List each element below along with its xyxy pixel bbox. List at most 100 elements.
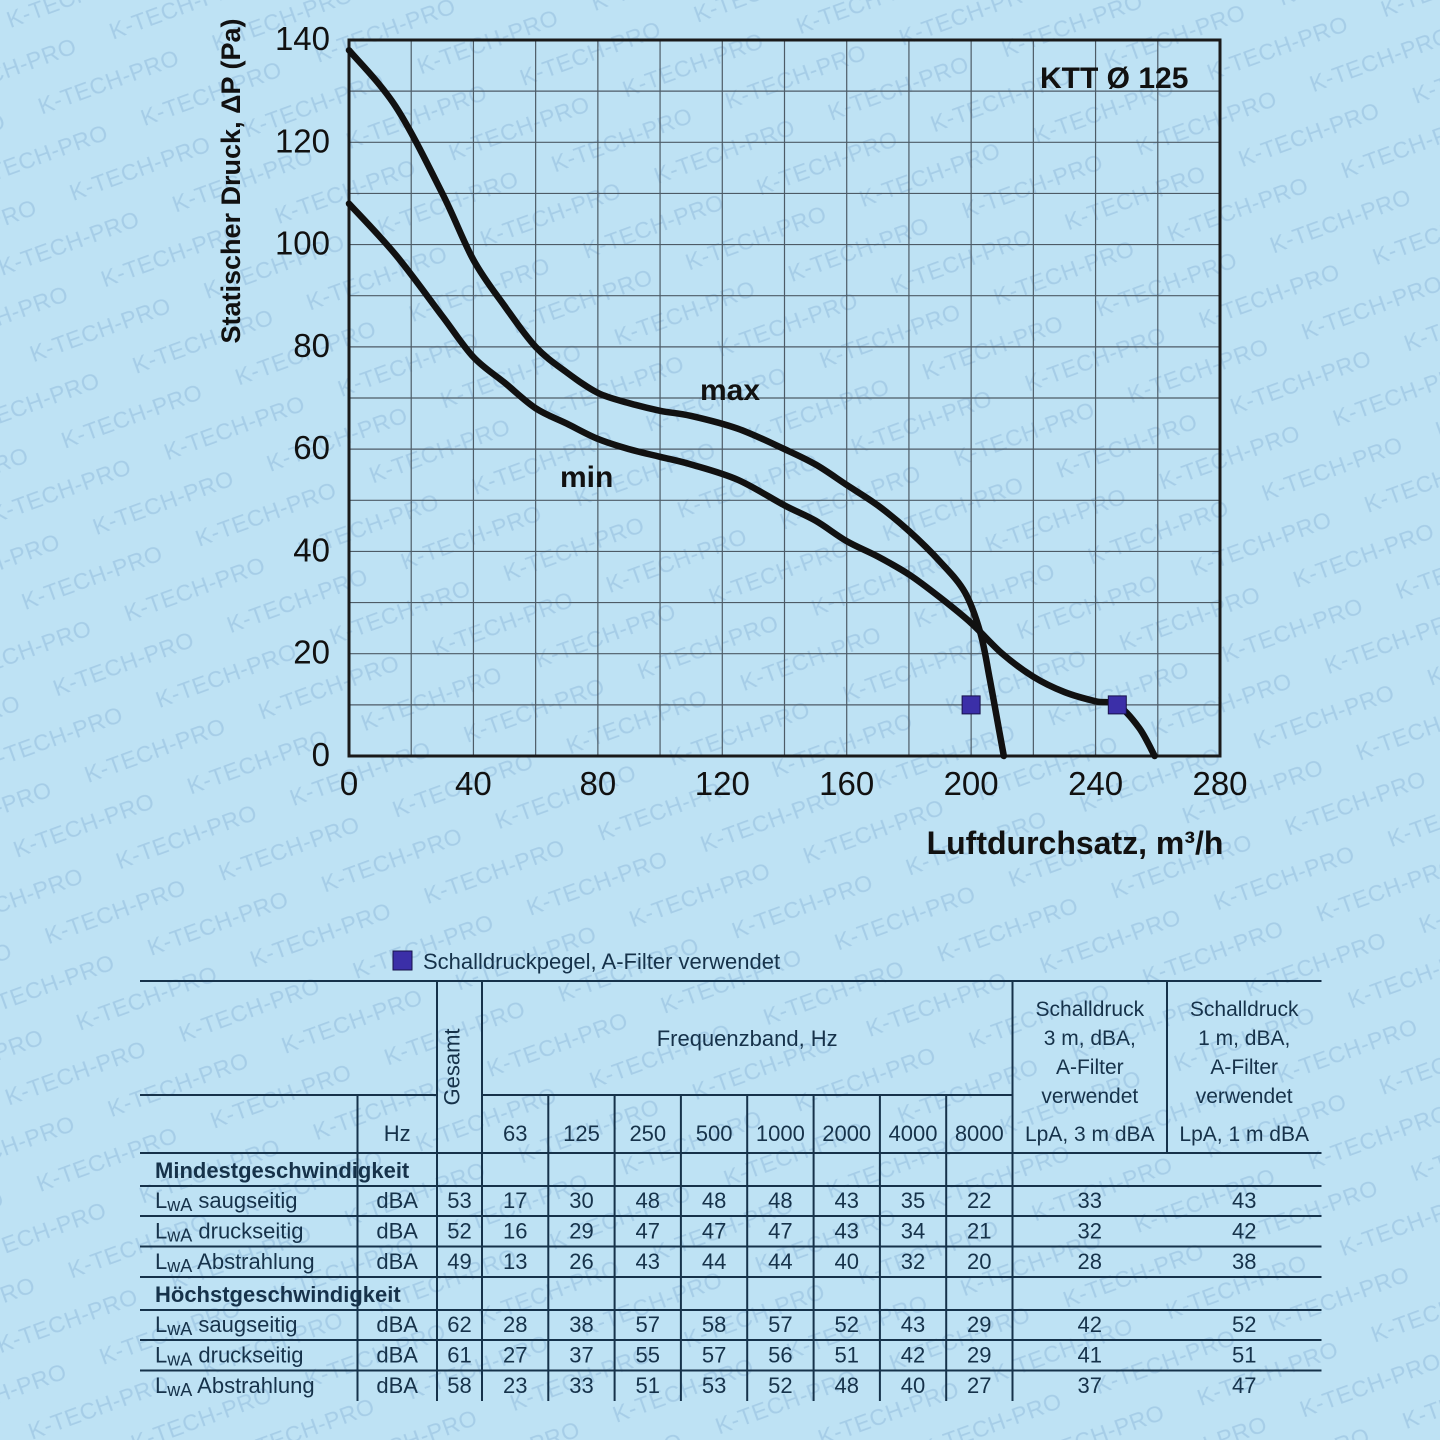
svg-text:120: 120 (695, 765, 750, 802)
svg-text:56: 56 (768, 1343, 792, 1368)
svg-text:37: 37 (1078, 1373, 1102, 1398)
svg-text:140: 140 (275, 20, 330, 57)
svg-text:26: 26 (569, 1249, 593, 1274)
svg-text:51: 51 (834, 1343, 858, 1368)
svg-text:44: 44 (702, 1249, 726, 1274)
svg-text:LwA Abstrahlung: LwA Abstrahlung (155, 1249, 315, 1276)
svg-text:Hz: Hz (384, 1121, 411, 1146)
svg-text:verwendet: verwendet (1041, 1085, 1138, 1108)
svg-text:dBA: dBA (376, 1249, 418, 1274)
svg-text:dBA: dBA (376, 1188, 418, 1213)
svg-text:53: 53 (447, 1188, 471, 1213)
svg-text:52: 52 (447, 1219, 471, 1244)
svg-text:200: 200 (944, 765, 999, 802)
svg-text:62: 62 (447, 1312, 471, 1337)
svg-text:52: 52 (768, 1373, 792, 1398)
svg-text:63: 63 (503, 1121, 527, 1146)
svg-text:48: 48 (636, 1188, 660, 1213)
svg-text:42: 42 (1078, 1312, 1102, 1337)
svg-text:dBA: dBA (376, 1343, 418, 1368)
svg-text:44: 44 (768, 1249, 792, 1274)
svg-text:42: 42 (1232, 1219, 1256, 1244)
svg-text:KTT Ø 125: KTT Ø 125 (1040, 62, 1188, 95)
svg-text:53: 53 (702, 1373, 726, 1398)
svg-text:40: 40 (901, 1373, 925, 1398)
svg-text:52: 52 (834, 1312, 858, 1337)
svg-text:43: 43 (834, 1188, 858, 1213)
svg-text:20: 20 (293, 634, 330, 671)
svg-text:Schalldruck: Schalldruck (1190, 998, 1299, 1021)
svg-text:58: 58 (702, 1312, 726, 1337)
svg-text:240: 240 (1068, 765, 1123, 802)
svg-text:LpA, 3 m dBA: LpA, 3 m dBA (1025, 1123, 1155, 1146)
svg-text:40: 40 (455, 765, 492, 802)
svg-text:LwA druckseitig: LwA druckseitig (155, 1343, 304, 1370)
svg-text:29: 29 (967, 1312, 991, 1337)
svg-text:57: 57 (702, 1343, 726, 1368)
svg-text:16: 16 (503, 1219, 527, 1244)
svg-text:29: 29 (967, 1343, 991, 1368)
svg-text:Gesamt: Gesamt (440, 1028, 465, 1105)
svg-text:1000: 1000 (756, 1121, 805, 1146)
svg-text:41: 41 (1078, 1343, 1102, 1368)
svg-text:42: 42 (901, 1343, 925, 1368)
svg-text:48: 48 (702, 1188, 726, 1213)
svg-text:A-Filter: A-Filter (1056, 1056, 1124, 1079)
svg-text:37: 37 (569, 1343, 593, 1368)
svg-text:47: 47 (702, 1219, 726, 1244)
svg-text:13: 13 (503, 1249, 527, 1274)
svg-text:49: 49 (447, 1249, 471, 1274)
svg-text:Schalldruck: Schalldruck (1036, 998, 1145, 1021)
svg-text:27: 27 (503, 1343, 527, 1368)
svg-text:52: 52 (1232, 1312, 1256, 1337)
svg-text:57: 57 (636, 1312, 660, 1337)
svg-text:43: 43 (1232, 1188, 1256, 1213)
svg-text:30: 30 (569, 1188, 593, 1213)
svg-text:32: 32 (1078, 1219, 1102, 1244)
svg-text:500: 500 (696, 1121, 733, 1146)
svg-text:61: 61 (447, 1343, 471, 1368)
svg-text:verwendet: verwendet (1196, 1085, 1293, 1108)
svg-text:40: 40 (834, 1249, 858, 1274)
svg-text:0: 0 (312, 736, 330, 773)
svg-text:47: 47 (636, 1219, 660, 1244)
svg-text:20: 20 (967, 1249, 991, 1274)
svg-text:51: 51 (636, 1373, 660, 1398)
svg-text:Höchstgeschwindigkeit: Höchstgeschwindigkeit (155, 1282, 401, 1307)
svg-text:160: 160 (819, 765, 874, 802)
svg-text:280: 280 (1192, 765, 1247, 802)
svg-text:Statischer Druck, ΔP (Pa): Statischer Druck, ΔP (Pa) (216, 18, 246, 343)
svg-text:43: 43 (636, 1249, 660, 1274)
svg-text:17: 17 (503, 1188, 527, 1213)
svg-text:Luftdurchsatz, m³/h: Luftdurchsatz, m³/h (927, 825, 1224, 861)
svg-text:57: 57 (768, 1312, 792, 1337)
svg-text:LpA, 1 m dBA: LpA, 1 m dBA (1179, 1123, 1309, 1146)
svg-text:Mindestgeschwindigkeit: Mindestgeschwindigkeit (155, 1158, 410, 1183)
svg-text:34: 34 (901, 1219, 925, 1244)
svg-text:dBA: dBA (376, 1312, 418, 1337)
svg-text:22: 22 (967, 1188, 991, 1213)
svg-text:Frequenzband, Hz: Frequenzband, Hz (657, 1026, 838, 1051)
svg-text:38: 38 (569, 1312, 593, 1337)
svg-text:120: 120 (275, 122, 330, 159)
svg-text:43: 43 (901, 1312, 925, 1337)
svg-text:80: 80 (580, 765, 617, 802)
svg-text:21: 21 (967, 1219, 991, 1244)
svg-text:125: 125 (563, 1121, 600, 1146)
svg-text:0: 0 (340, 765, 358, 802)
svg-text:35: 35 (901, 1188, 925, 1213)
svg-text:A-Filter: A-Filter (1210, 1056, 1278, 1079)
svg-text:38: 38 (1232, 1249, 1256, 1274)
svg-text:3 m, dBA,: 3 m, dBA, (1044, 1027, 1136, 1050)
svg-text:4000: 4000 (889, 1121, 938, 1146)
svg-text:28: 28 (1078, 1249, 1102, 1274)
svg-text:43: 43 (834, 1219, 858, 1244)
svg-text:1 m, dBA,: 1 m, dBA, (1198, 1027, 1290, 1050)
svg-text:29: 29 (569, 1219, 593, 1244)
svg-text:LwA saugseitig: LwA saugseitig (155, 1312, 297, 1339)
svg-text:48: 48 (834, 1373, 858, 1398)
svg-text:60: 60 (293, 429, 330, 466)
svg-text:23: 23 (503, 1373, 527, 1398)
svg-text:LwA saugseitig: LwA saugseitig (155, 1188, 297, 1215)
svg-text:47: 47 (768, 1219, 792, 1244)
